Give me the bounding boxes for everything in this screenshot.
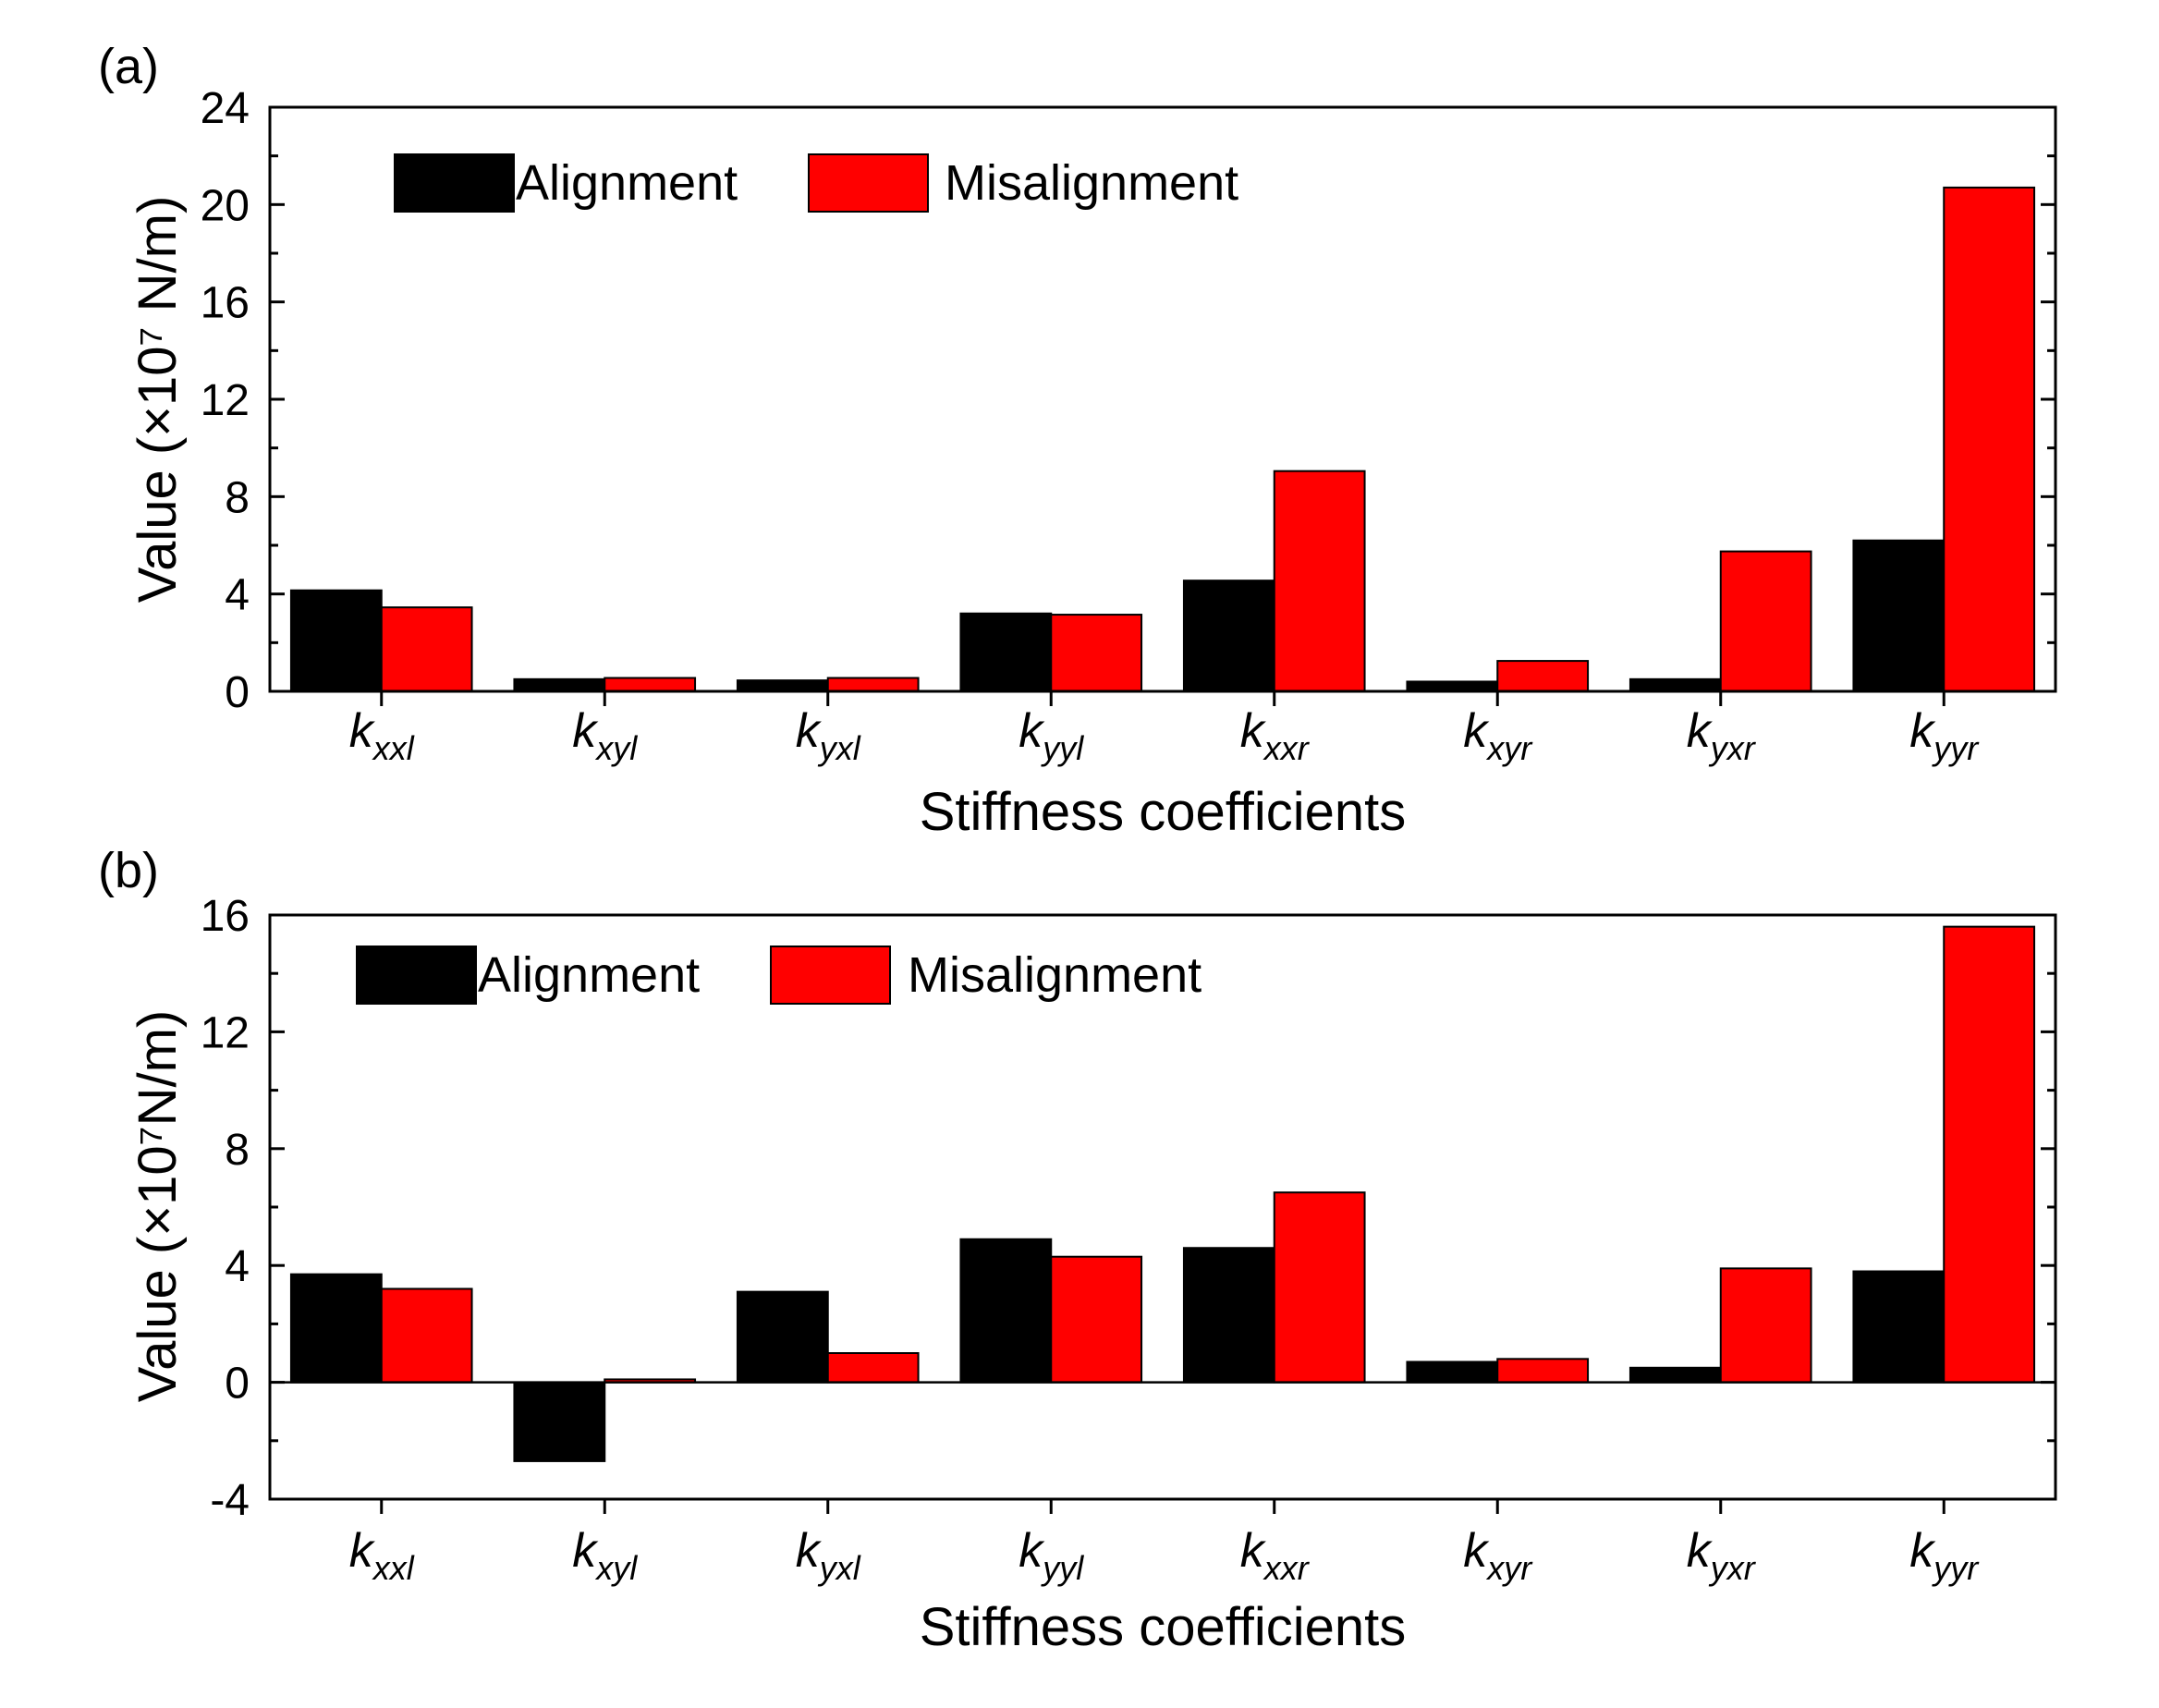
bar-misalignment-kyxr (1719, 1267, 1812, 1384)
bar-misalignment-kxxr (1273, 1191, 1366, 1384)
bar-alignment-kxxl (289, 1273, 383, 1384)
y-tick-label: 12 (201, 1008, 250, 1057)
x-tick-label: kxyl (572, 704, 638, 767)
bar-alignment-kxyr (1406, 680, 1499, 693)
x-tick-label: kyxl (796, 704, 861, 767)
x-axis-label: Stiffness coefficients (920, 1597, 1407, 1657)
x-tick-label: kyyr (1909, 1524, 1980, 1587)
x-tick-label: kyxl (796, 1524, 861, 1587)
y-tick-label: 0 (225, 1360, 250, 1409)
y-tick-label: 8 (225, 1126, 250, 1175)
legend-label-alignment: Alignment (478, 947, 700, 1003)
y-tick-label: 12 (201, 376, 250, 425)
y-tick-label: 20 (201, 181, 250, 230)
bar-misalignment-kxxl (380, 606, 473, 693)
bar-alignment-kxxl (289, 589, 383, 693)
bar-misalignment-kyxl (826, 677, 920, 692)
legend-swatch-misalignment (808, 153, 929, 213)
x-axis-label: Stiffness coefficients (920, 782, 1407, 842)
bar-misalignment-kxyr (1496, 1358, 1590, 1384)
legend-swatch-alignment (394, 153, 515, 213)
y-axis-label: Value (×10⁷N/m) (128, 1010, 188, 1402)
panel-label: (a) (98, 39, 159, 94)
bar-alignment-kyyl (959, 612, 1053, 693)
y-tick-label: 16 (201, 279, 250, 328)
bar-alignment-kxxr (1182, 1247, 1275, 1384)
x-tick-label: kyyr (1909, 704, 1980, 767)
bar-alignment-kyxl (736, 1290, 829, 1384)
x-tick-label: kxyl (572, 1524, 638, 1587)
x-tick-label: kxxr (1240, 1524, 1311, 1587)
bar-alignment-kyxl (736, 679, 829, 693)
bar-alignment-kxyl (513, 677, 606, 692)
y-tick-label: 8 (225, 473, 250, 522)
panel-label: (b) (98, 843, 159, 898)
x-tick-label: kxxr (1240, 704, 1311, 767)
x-tick-label: kxyr (1463, 1524, 1533, 1587)
bar-misalignment-kyyr (1943, 925, 2036, 1384)
bar-alignment-kyyl (959, 1238, 1053, 1384)
chart-panel-a: (a) 0 4 8 12 16 20 24 kxxl kxyl kyxl kyyl kxxr kxyr ky… (98, 39, 2057, 842)
bar-alignment-kxyr (1406, 1360, 1499, 1384)
chart-panel-b: (b) -4 0 4 8 12 16 kxxl kxyl kyxl kyyl kxxr kxyr kyxr… (98, 843, 2057, 1657)
y-tick-label: -4 (210, 1476, 250, 1525)
x-tick-label: kxyr (1463, 704, 1533, 767)
y-axis-label: Value (×10⁷ N/m) (128, 196, 188, 604)
y-tick-label: 24 (201, 84, 250, 133)
x-tick-label: kyyl (1019, 1524, 1084, 1587)
x-tick-label: kyxr (1687, 1524, 1757, 1587)
bar-misalignment-kyyl (1050, 1255, 1143, 1384)
bar-misalignment-kxxl (380, 1287, 473, 1384)
y-tick-label: 0 (225, 668, 250, 717)
x-tick-label: kxxl (349, 704, 415, 767)
legend-swatch-misalignment (770, 946, 891, 1005)
x-tick-label: kyxr (1687, 704, 1757, 767)
y-tick-label: 16 (201, 892, 250, 941)
bar-misalignment-kxyr (1496, 660, 1590, 692)
bar-alignment-kyxr (1628, 1366, 1722, 1384)
bar-misalignment-kyyl (1050, 614, 1143, 692)
bar-alignment-kyxr (1628, 677, 1722, 692)
bar-alignment-kxxr (1182, 580, 1275, 693)
bar-misalignment-kxyl (604, 677, 697, 692)
legend-label-misalignment: Misalignment (908, 947, 1201, 1003)
bar-misalignment-kyxr (1719, 550, 1812, 692)
legend-label-alignment: Alignment (516, 155, 738, 211)
bar-misalignment-kyxl (826, 1352, 920, 1384)
x-tick-label: kyyl (1019, 704, 1084, 767)
bar-alignment-kyyr (1852, 539, 1946, 692)
y-tick-label: 4 (225, 571, 250, 620)
legend-swatch-alignment (356, 946, 477, 1005)
x-tick-label: kxxl (349, 1524, 415, 1587)
bar-alignment-kyyr (1852, 1270, 1946, 1384)
bar-misalignment-kxxr (1273, 470, 1366, 692)
y-tick-label: 4 (225, 1242, 250, 1291)
legend-label-misalignment: Misalignment (945, 155, 1238, 211)
bar-alignment-kxyl (513, 1381, 606, 1462)
bar-misalignment-kyyr (1943, 186, 2036, 692)
